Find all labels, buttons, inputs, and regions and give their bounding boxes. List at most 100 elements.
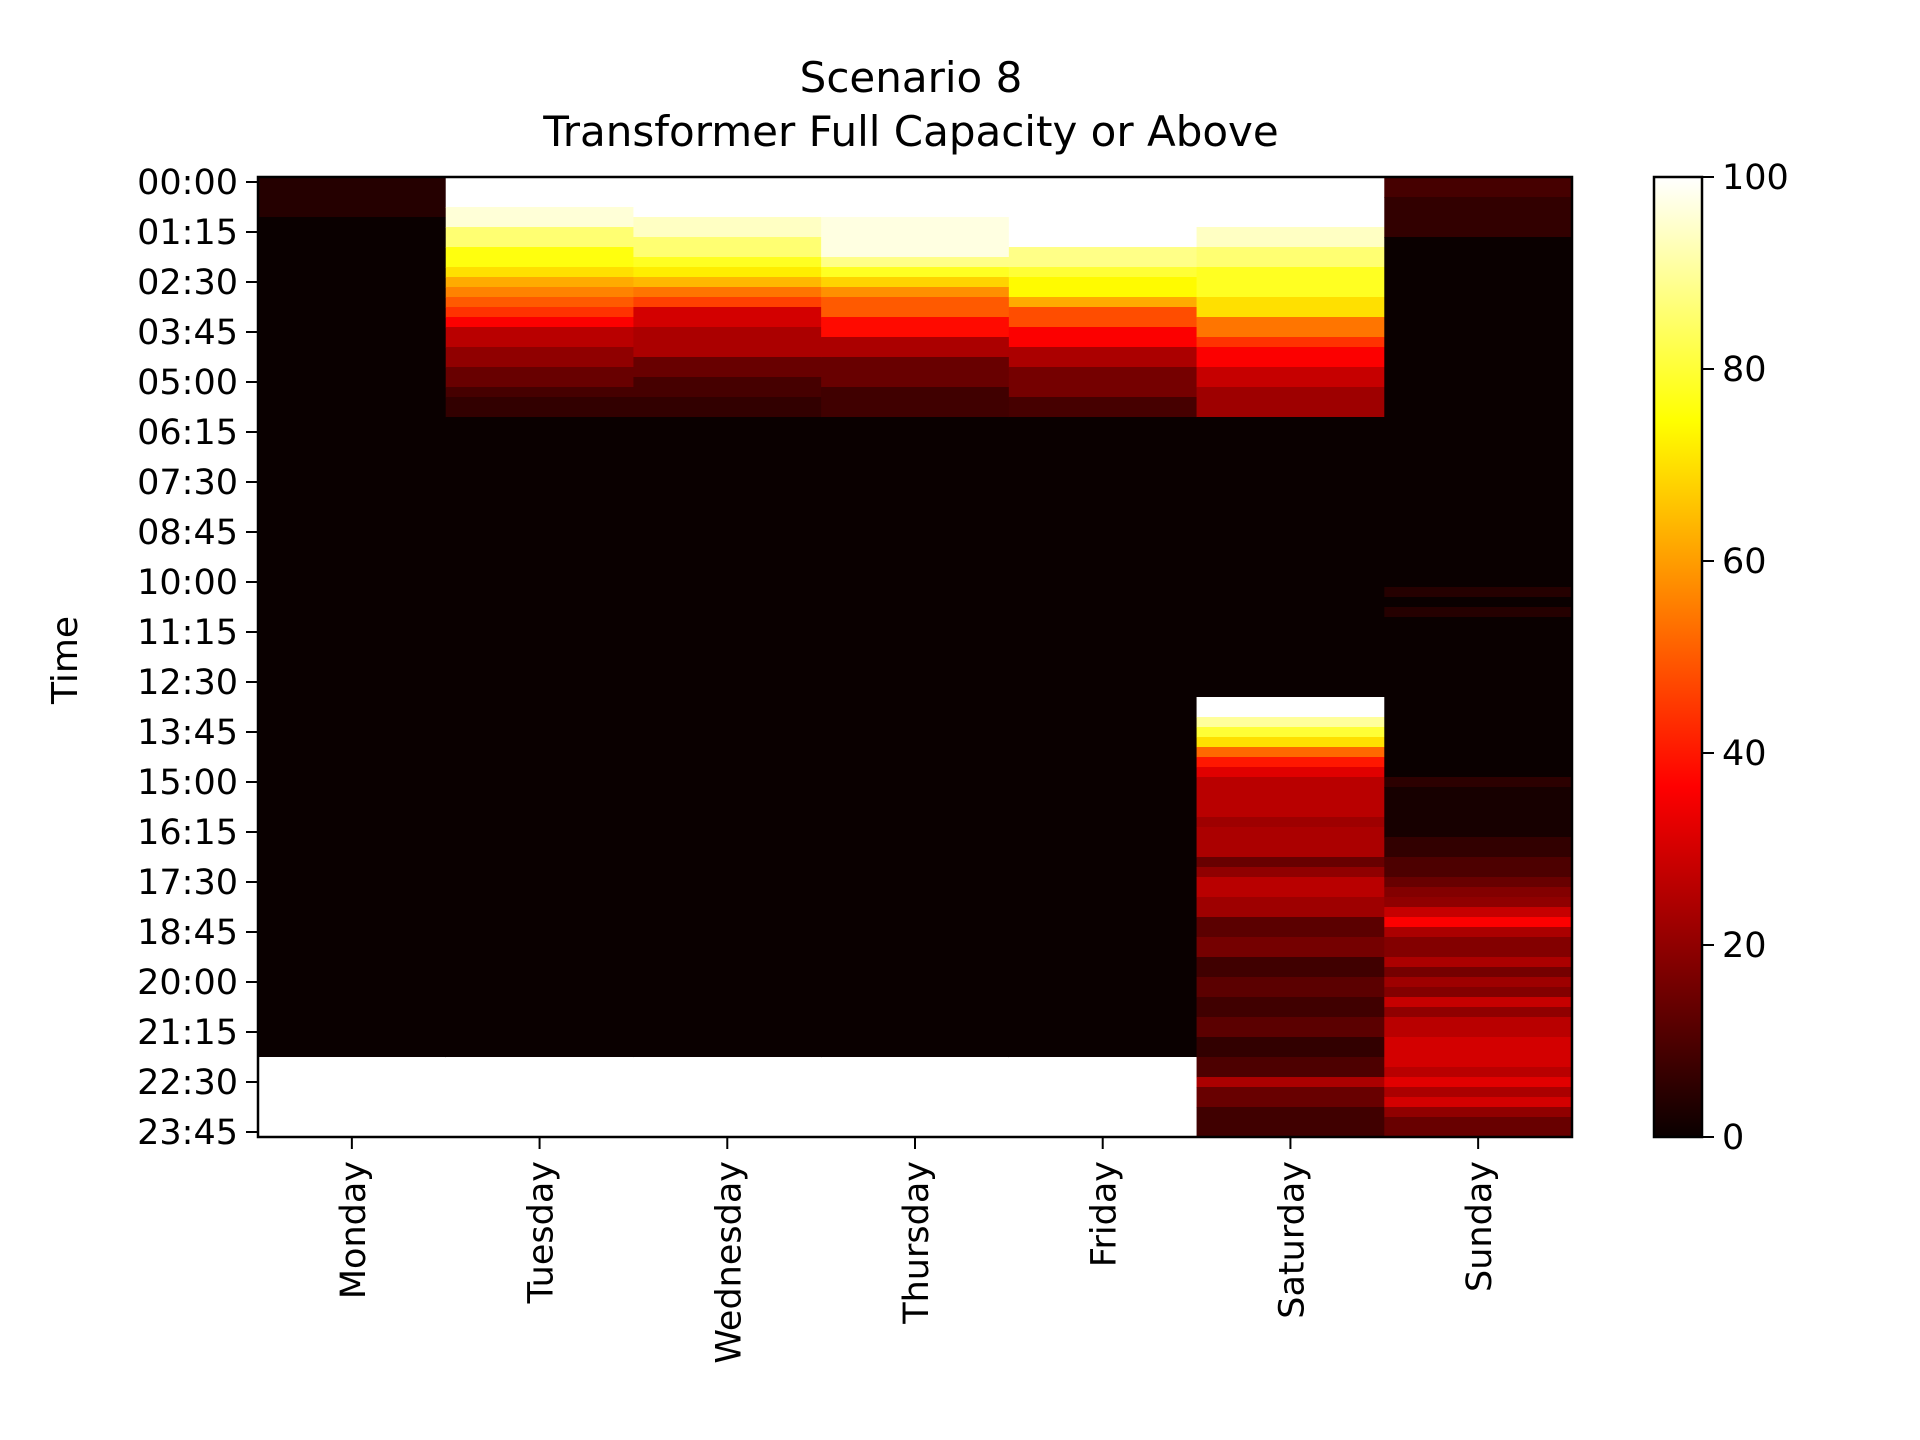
heatmap-cell bbox=[1384, 597, 1573, 608]
heatmap-cell bbox=[445, 227, 635, 248]
y-tick-label: 10:00 bbox=[137, 563, 238, 603]
heatmap-cell bbox=[821, 387, 1010, 418]
heatmap-cell bbox=[1196, 417, 1385, 698]
heatmap-cell bbox=[1008, 367, 1198, 398]
y-tick-label: 02:30 bbox=[137, 263, 238, 303]
heatmap-cell bbox=[1384, 897, 1573, 908]
heatmap-cell bbox=[1384, 927, 1573, 938]
heatmap-cell bbox=[1384, 177, 1573, 198]
heatmap-cell bbox=[1196, 177, 1385, 228]
heatmap-cell bbox=[1384, 1017, 1573, 1038]
x-tick-label: Thursday bbox=[897, 1161, 937, 1325]
y-tick-label: 23:45 bbox=[137, 1113, 238, 1153]
heatmap-cell bbox=[1384, 1107, 1573, 1118]
heatmap-cell bbox=[1384, 857, 1573, 878]
heatmap-cell bbox=[1384, 907, 1573, 918]
heatmap-cell bbox=[1008, 297, 1198, 308]
heatmap-cell bbox=[1196, 737, 1385, 748]
y-tick-label: 15:00 bbox=[137, 763, 238, 803]
heatmap-cell bbox=[1196, 897, 1385, 918]
heatmap-cell bbox=[633, 237, 822, 258]
heatmap-cell bbox=[1384, 1087, 1573, 1098]
heatmap-cell bbox=[445, 267, 635, 278]
heatmap-cell bbox=[821, 317, 1010, 338]
heatmap-cell bbox=[1384, 837, 1573, 858]
heatmap-cell bbox=[1196, 817, 1385, 828]
heatmap-cell bbox=[1196, 857, 1385, 868]
heatmap-cell bbox=[821, 177, 1010, 218]
heatmap-cell bbox=[633, 277, 822, 288]
heatmap-cell bbox=[1384, 587, 1573, 598]
heatmap-cell bbox=[633, 417, 822, 1058]
heatmap-cell bbox=[445, 277, 635, 288]
heatmap-cell bbox=[445, 297, 635, 308]
heatmap-cell bbox=[1196, 747, 1385, 758]
heatmap-cell bbox=[1384, 1007, 1573, 1018]
heatmap-cell bbox=[1384, 1077, 1573, 1088]
heatmap-cell bbox=[633, 297, 822, 308]
heatmap-cell bbox=[821, 217, 1010, 258]
heatmap-cell bbox=[445, 247, 635, 268]
colorbar-ticks: 0 20 40 60 80 100 bbox=[1702, 158, 1789, 1158]
heatmap-cell bbox=[1384, 1117, 1573, 1138]
x-axis-ticks: Monday Tuesday Wednesday Thursday Friday Satu… bbox=[334, 1137, 1500, 1364]
heatmap-cell bbox=[1196, 877, 1385, 898]
heatmap-cell bbox=[633, 257, 822, 268]
heatmap-cell bbox=[1196, 957, 1385, 978]
heatmap-cell bbox=[1196, 297, 1385, 318]
heatmap-cell bbox=[258, 177, 447, 218]
heatmap-cell bbox=[1384, 607, 1573, 618]
heatmap-cell bbox=[1384, 777, 1573, 788]
heatmap-cell bbox=[821, 337, 1010, 358]
heatmap-cell bbox=[633, 267, 822, 278]
heatmap-cell bbox=[1384, 617, 1573, 778]
heatmap-cell bbox=[1196, 867, 1385, 878]
heatmap-cell bbox=[1196, 227, 1385, 248]
heatmap-cell bbox=[1196, 1087, 1385, 1108]
heatmap-cell bbox=[633, 357, 822, 378]
heatmap-cell bbox=[1196, 977, 1385, 998]
heatmap-cell bbox=[1196, 997, 1385, 1018]
heatmap-cell bbox=[1008, 307, 1198, 328]
heatmap-cell bbox=[633, 287, 822, 298]
y-tick-label: 05:00 bbox=[137, 363, 238, 403]
heatmap-cell bbox=[821, 257, 1010, 268]
y-tick-label: 18:45 bbox=[137, 913, 238, 953]
heatmap-cell bbox=[1196, 717, 1385, 728]
y-axis-ticks: 00:00 01:15 02:30 03:45 05:00 06:15 07:30 08:45… bbox=[137, 163, 258, 1153]
heatmap-cell bbox=[445, 287, 635, 298]
x-tick-label: Monday bbox=[334, 1161, 374, 1299]
heatmap-cell bbox=[1196, 697, 1385, 718]
heatmap-cell bbox=[821, 277, 1010, 288]
heatmap-cell bbox=[1196, 777, 1385, 818]
heatmap-cell bbox=[1196, 767, 1385, 778]
y-tick-label: 06:15 bbox=[137, 413, 238, 453]
x-tick-label: Friday bbox=[1085, 1161, 1125, 1267]
y-tick-label: 08:45 bbox=[137, 513, 238, 553]
heatmap-cell bbox=[1384, 937, 1573, 958]
heatmap-cell bbox=[1196, 1057, 1385, 1078]
colorbar bbox=[1652, 175, 1704, 1139]
heatmap-cell bbox=[1196, 827, 1385, 858]
heatmap-cell bbox=[1384, 197, 1573, 238]
heatmap-cell bbox=[1196, 1107, 1385, 1138]
y-tick-label: 01:15 bbox=[137, 213, 238, 253]
y-tick-label: 21:15 bbox=[137, 1013, 238, 1053]
heatmap-cell bbox=[1384, 1037, 1573, 1068]
y-tick-label: 20:00 bbox=[137, 963, 238, 1003]
heatmap-cell bbox=[1008, 277, 1198, 298]
x-tick-label: Sunday bbox=[1460, 1161, 1500, 1292]
chart-subtitle: Transformer Full Capacity or Above bbox=[542, 107, 1279, 156]
colorbar-tick-label: 60 bbox=[1722, 542, 1767, 582]
heatmap-cell bbox=[1196, 337, 1385, 348]
heatmap-cell bbox=[1384, 967, 1573, 978]
heatmap-cell bbox=[1008, 267, 1198, 278]
heatmap-cell bbox=[1384, 787, 1573, 838]
heatmap-cell bbox=[821, 297, 1010, 318]
heatmap-cell bbox=[1008, 417, 1198, 1058]
heatmap-cell bbox=[633, 327, 822, 358]
heatmap-cell bbox=[1196, 937, 1385, 958]
y-tick-label: 22:30 bbox=[137, 1063, 238, 1103]
heatmap-cell bbox=[1384, 877, 1573, 888]
heatmap-cell bbox=[1384, 957, 1573, 968]
